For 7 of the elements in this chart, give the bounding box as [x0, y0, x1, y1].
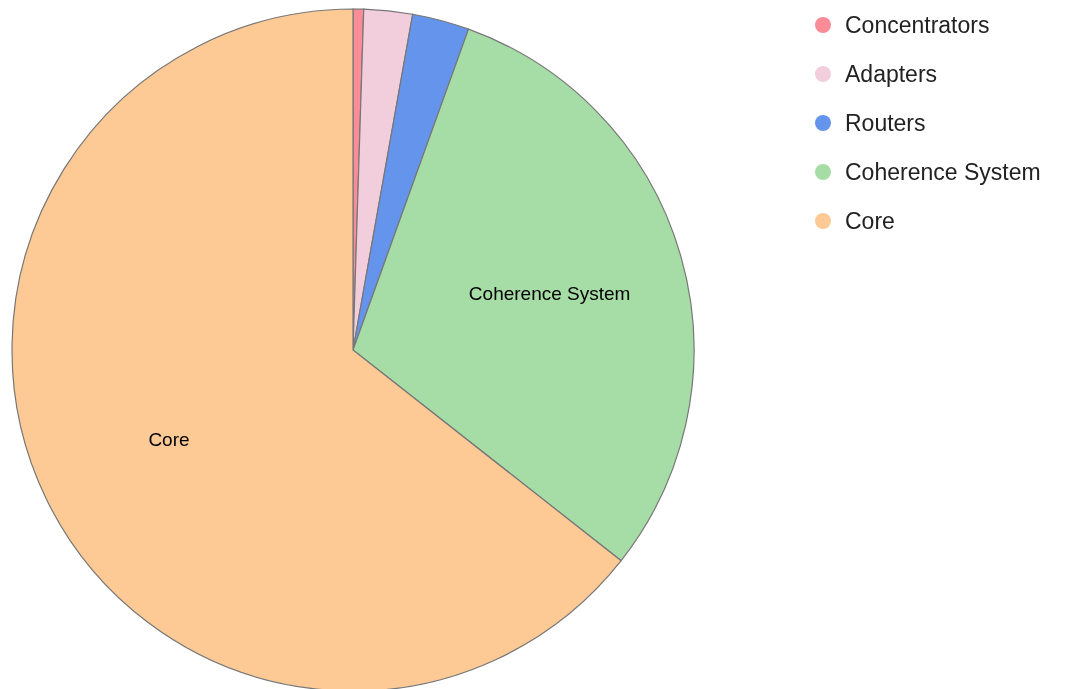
- legend-label: Core: [845, 208, 895, 234]
- legend-label: Coherence System: [845, 159, 1041, 185]
- legend-label: Routers: [845, 110, 926, 136]
- legend-label: Adapters: [845, 61, 938, 87]
- legend-label: Concentrators: [845, 12, 990, 38]
- slice-label: Core: [148, 428, 190, 450]
- slice-label: Coherence System: [468, 283, 631, 305]
